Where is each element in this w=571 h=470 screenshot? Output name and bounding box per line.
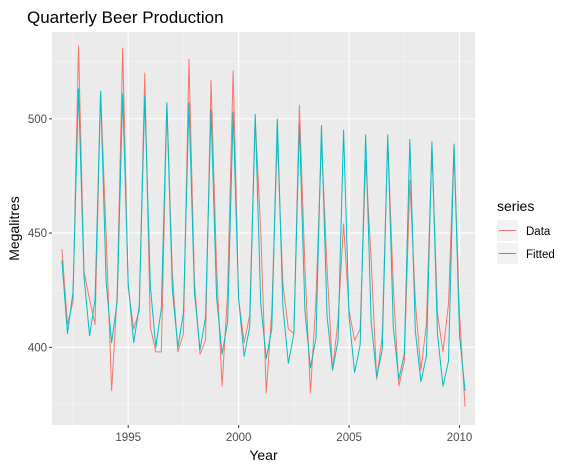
- legend-label-fitted: Fitted: [526, 249, 555, 261]
- legend: series Data Fitted: [497, 198, 555, 264]
- y-axis: 400 450 500: [28, 114, 52, 354]
- y-axis-title: Megalitres: [6, 196, 22, 261]
- major-grid: [52, 32, 475, 425]
- x-tick-label: 2000: [226, 432, 252, 444]
- legend-title: series: [497, 198, 534, 214]
- x-axis-title: Year: [249, 447, 278, 463]
- x-tick-label: 2010: [447, 432, 473, 444]
- x-tick-label: 2005: [336, 432, 362, 444]
- x-tick-label: 1995: [115, 432, 141, 444]
- chart-title: Quarterly Beer Production: [27, 8, 224, 27]
- y-tick-label: 450: [28, 228, 47, 240]
- y-tick-label: 400: [28, 342, 47, 354]
- series-lines: [61, 45, 466, 407]
- y-tick-label: 500: [28, 114, 47, 126]
- series-line-fitted: [61, 88, 466, 391]
- x-axis: 1995 2000 2005 2010: [115, 425, 472, 444]
- legend-label-data: Data: [526, 226, 551, 238]
